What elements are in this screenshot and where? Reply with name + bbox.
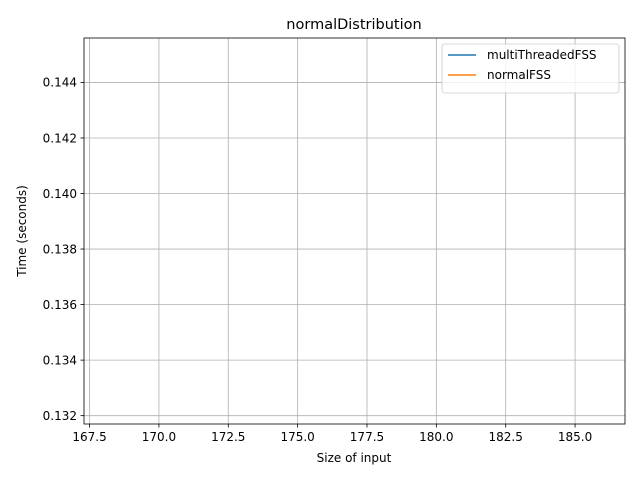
- ticks: 167.5 170.0 172.5 175.0 177.5 180.0 182.5 185.0…: [43, 76, 593, 444]
- legend-label-0: multiThreadedFSS: [487, 48, 597, 62]
- grid: [84, 38, 625, 424]
- y-tick-label: 0.142: [43, 131, 77, 145]
- x-tick-label: 172.5: [211, 430, 245, 444]
- y-tick-label: 0.138: [43, 242, 77, 256]
- x-tick-label: 170.0: [142, 430, 176, 444]
- x-tick-label: 182.5: [489, 430, 523, 444]
- y-tick-label: 0.134: [43, 353, 77, 367]
- x-tick-label: 167.5: [72, 430, 106, 444]
- x-tick-label: 175.0: [280, 430, 314, 444]
- y-tick-label: 0.136: [43, 298, 77, 312]
- plot-frame: [83, 37, 626, 425]
- x-tick-label: 180.0: [419, 430, 453, 444]
- y-tick-label: 0.132: [43, 409, 77, 423]
- legend-label-1: normalFSS: [487, 68, 551, 82]
- x-tick-label: 177.5: [350, 430, 384, 444]
- x-axis-label: Size of input: [317, 451, 392, 465]
- x-tick-label: 185.0: [558, 430, 592, 444]
- legend-box: [441, 43, 620, 94]
- legend: multiThreadedFSS normalFSS: [441, 43, 620, 94]
- y-tick-label: 0.144: [43, 76, 77, 90]
- chart-title: normalDistribution: [286, 17, 421, 33]
- y-axis-label: Time (seconds): [15, 185, 29, 278]
- y-tick-label: 0.140: [43, 187, 77, 201]
